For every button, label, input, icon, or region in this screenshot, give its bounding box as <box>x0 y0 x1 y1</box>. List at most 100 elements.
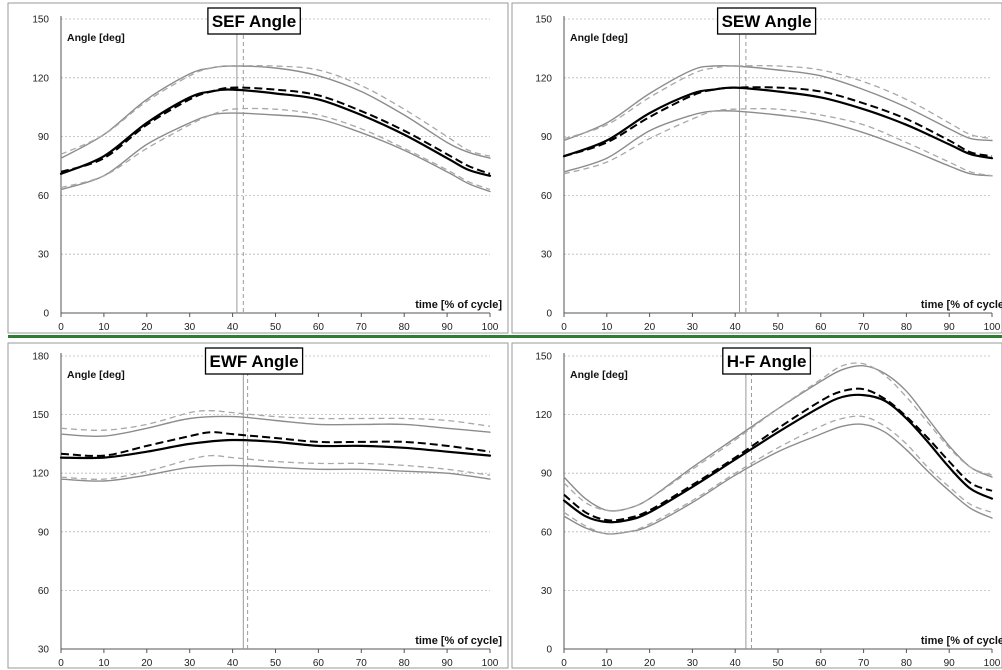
x-tick-label: 30 <box>687 322 699 333</box>
x-tick-label: 60 <box>815 658 827 669</box>
x-tick-label: 60 <box>313 658 325 669</box>
series-line-mean-solid <box>59 88 492 177</box>
series-line-band-dashed <box>563 65 993 140</box>
series-line-band-solid <box>60 65 491 159</box>
y-tick-label: 120 <box>535 410 552 421</box>
chart-frame <box>7 342 509 669</box>
x-tick-label: 50 <box>772 322 784 333</box>
chart-title: H-F Angle <box>727 352 807 371</box>
x-tick-label: 0 <box>561 322 567 333</box>
x-tick-label: 70 <box>356 658 368 669</box>
series-line-mean-dashed <box>60 431 491 457</box>
y-tick-label: 0 <box>546 645 552 656</box>
chart-frame <box>511 2 1002 334</box>
chart-title-box: SEW Angle <box>716 7 817 35</box>
series-line-band-dashed <box>60 65 491 157</box>
chart-title-box: H-F Angle <box>722 347 812 375</box>
chart-title-box: SEF Angle <box>207 7 301 35</box>
series-line-band-dashed <box>60 410 491 431</box>
x-tick-label: 50 <box>270 322 282 333</box>
y-tick-label: 0 <box>546 309 552 320</box>
chart-title-frame <box>204 347 304 375</box>
series-line-band-dashed <box>563 362 993 512</box>
x-tick-label: 10 <box>601 658 613 669</box>
y-axis-label: Angle [deg] <box>570 369 628 381</box>
x-tick-label: 0 <box>58 322 64 333</box>
y-tick-label: 30 <box>38 645 50 656</box>
x-tick-label: 40 <box>730 658 742 669</box>
x-tick-label: 60 <box>815 322 827 333</box>
x-tick-label: 20 <box>141 322 153 333</box>
x-tick-label: 80 <box>399 322 411 333</box>
x-tick-label: 80 <box>901 658 913 669</box>
chart-title-frame <box>207 7 301 35</box>
y-tick-label: 0 <box>43 309 49 320</box>
series-line-mean-solid <box>562 86 994 160</box>
y-tick-label: 120 <box>535 73 552 84</box>
x-tick-label: 0 <box>561 658 567 669</box>
y-axis-label: Angle [deg] <box>67 32 125 44</box>
series-line-mean-solid <box>562 393 994 524</box>
series-line-mean-dashed <box>563 387 993 522</box>
series-line-band-dashed <box>563 415 993 535</box>
y-tick-label: 150 <box>32 15 49 26</box>
y-tick-label: 120 <box>32 73 49 84</box>
x-tick-label: 0 <box>58 658 64 669</box>
x-axis-label: time [% of cycle <box>921 635 1002 647</box>
series-line-band-dashed <box>563 108 993 177</box>
x-tick-label: 30 <box>184 322 196 333</box>
y-axis-label: Angle [deg] <box>570 32 628 44</box>
x-tick-label: 10 <box>98 322 110 333</box>
chart-title: SEF Angle <box>212 12 296 31</box>
y-tick-label: 30 <box>541 586 553 597</box>
chart-title: EWF Angle <box>210 352 299 371</box>
x-tick-label: 20 <box>644 322 656 333</box>
x-tick-label: 100 <box>482 322 499 333</box>
series-line-band-solid <box>60 464 491 482</box>
y-tick-label: 150 <box>535 15 552 26</box>
chart-panel-1: 0 30 60 90 120 150 0 10 20 30 40 50 60 70 80 90 100 Angle… <box>7 2 509 334</box>
x-axis-label: time [% of cycle <box>921 299 1002 311</box>
series-line-band-solid <box>563 64 993 142</box>
x-tick-label: 90 <box>944 658 956 669</box>
series-line-band-dashed <box>60 107 491 191</box>
x-tick-label: 40 <box>227 658 239 669</box>
y-tick-label: 150 <box>535 352 552 363</box>
x-tick-label: 20 <box>141 658 153 669</box>
y-tick-label: 90 <box>541 469 553 480</box>
x-tick-label: 90 <box>442 322 454 333</box>
y-tick-label: 90 <box>38 132 50 143</box>
x-tick-label: 100 <box>984 322 1001 333</box>
x-tick-label: 20 <box>644 658 656 669</box>
x-tick-label: 30 <box>687 658 699 669</box>
series-line-band-dashed <box>60 454 491 480</box>
x-tick-label: 90 <box>442 658 454 669</box>
chart-title-frame <box>722 347 812 375</box>
x-tick-label: 90 <box>944 322 956 333</box>
series-line-mean-dashed <box>60 86 491 175</box>
y-tick-label: 90 <box>541 132 553 143</box>
x-tick-label: 60 <box>313 322 325 333</box>
x-tick-label: 70 <box>858 322 870 333</box>
y-tick-label: 60 <box>541 191 553 202</box>
y-tick-label: 60 <box>38 191 50 202</box>
y-axis-label: Angle [deg] <box>67 369 125 381</box>
y-tick-label: 60 <box>38 586 50 597</box>
x-tick-label: 10 <box>98 658 110 669</box>
x-tick-label: 70 <box>858 658 870 669</box>
x-axis-label: time [% of cycle] <box>415 635 502 647</box>
y-tick-label: 180 <box>32 352 49 363</box>
series-line-band-solid <box>563 109 993 177</box>
y-tick-label: 60 <box>541 527 553 538</box>
x-tick-label: 10 <box>601 322 613 333</box>
series-line-band-solid <box>60 112 491 193</box>
x-tick-label: 80 <box>901 322 913 333</box>
chart-frame <box>511 342 1002 669</box>
x-tick-label: 40 <box>730 322 742 333</box>
chart-panel-3: 30 60 90 120 150 180 0 10 20 30 40 50 60 70 80 90 100 Ang… <box>7 342 509 669</box>
x-tick-label: 50 <box>270 658 282 669</box>
x-tick-label: 40 <box>227 322 239 333</box>
chart-frame <box>7 2 509 334</box>
y-tick-label: 30 <box>541 250 553 261</box>
